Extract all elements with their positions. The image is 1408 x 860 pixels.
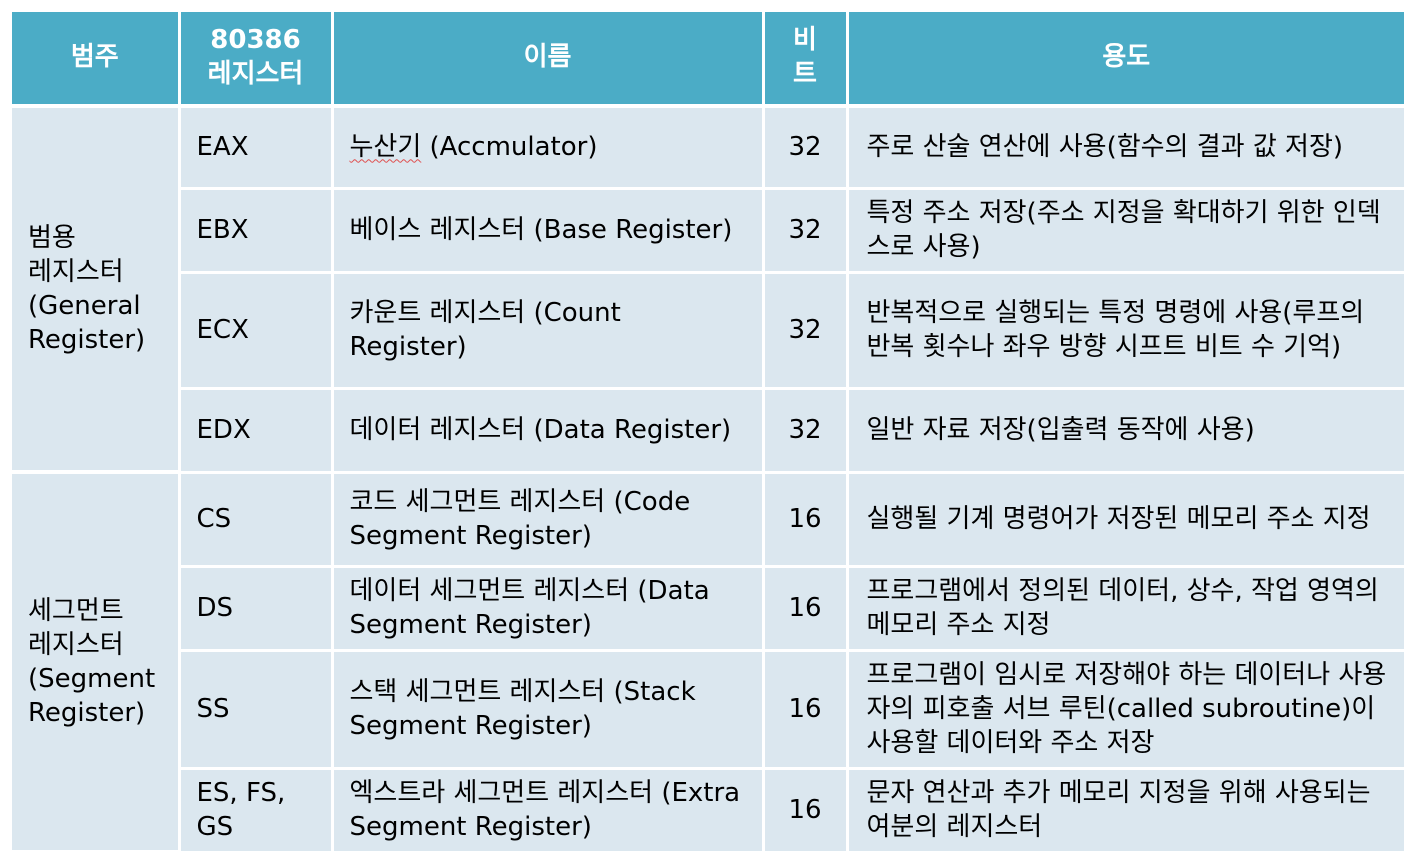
usage-cell: 주로 산술 연산에 사용(함수의 결과 값 저장) — [847, 106, 1404, 190]
name-cell: 코드 세그먼트 레지스터 (Code Segment Register) — [332, 472, 765, 568]
table-body: 범용 레지스터 (General Register) EAX 누산기 (Accm… — [12, 106, 1404, 854]
bits-cell: 16 — [763, 650, 849, 770]
name-cell: 카운트 레지스터 (Count Register) — [332, 272, 765, 390]
bits-cell: 16 — [763, 566, 849, 652]
bits-cell: 32 — [763, 188, 849, 274]
header-register: 80386 레지스터 — [179, 12, 334, 108]
register-cell: ES, FS, GS — [179, 768, 334, 854]
usage-cell: 실행될 기계 명령어가 저장된 메모리 주소 지정 — [847, 472, 1404, 568]
table-row: 범용 레지스터 (General Register) EAX 누산기 (Accm… — [12, 106, 1404, 474]
register-cell: DS — [179, 566, 334, 652]
usage-cell: 문자 연산과 추가 메모리 지정을 위해 사용되는 여분의 레지스터 — [847, 768, 1404, 854]
table-row: 세그먼트 레지스터 (Segment Register) CS 코드 세그먼트 … — [12, 472, 1404, 854]
usage-cell: 반복적으로 실행되는 특정 명령에 사용(루프의 반복 횟수나 좌우 방향 시프… — [847, 272, 1404, 390]
table-row: ES, FS, GS 엑스트라 세그먼트 레지스터 (Extra Segment… — [12, 768, 1404, 854]
bits-cell: 32 — [763, 106, 849, 190]
register-cell: SS — [179, 650, 334, 770]
usage-cell: 프로그램이 임시로 저장해야 하는 데이터나 사용자의 피호출 서브 루틴(ca… — [847, 650, 1404, 770]
name-cell: 스택 세그먼트 레지스터 (Stack Segment Register) — [332, 650, 765, 770]
bits-cell: 16 — [763, 768, 849, 854]
table-row: DS 데이터 세그먼트 레지스터 (Data Segment Register)… — [12, 566, 1404, 652]
header-name: 이름 — [332, 12, 765, 108]
usage-cell: 특정 주소 저장(주소 지정을 확대하기 위한 인덱스로 사용) — [847, 188, 1404, 274]
register-cell: EDX — [179, 388, 334, 474]
bits-cell: 16 — [763, 472, 849, 568]
name-ko: 누산기 — [349, 132, 422, 163]
register-cell: EAX — [179, 106, 334, 190]
register-cell: ECX — [179, 272, 334, 390]
name-cell: 데이터 세그먼트 레지스터 (Data Segment Register) — [332, 566, 765, 652]
bits-cell: 32 — [763, 272, 849, 390]
header-category: 범주 — [12, 12, 181, 108]
register-cell: CS — [179, 472, 334, 568]
table-row: EBX 베이스 레지스터 (Base Register) 32 특정 주소 저장… — [12, 188, 1404, 274]
category-segment: 세그먼트 레지스터 (Segment Register) — [12, 472, 181, 854]
usage-cell: 프로그램에서 정의된 데이터, 상수, 작업 영역의 메모리 주소 지정 — [847, 566, 1404, 652]
register-cell: EBX — [179, 188, 334, 274]
category-general: 범용 레지스터 (General Register) — [12, 106, 181, 474]
table-row: ECX 카운트 레지스터 (Count Register) 32 반복적으로 실… — [12, 272, 1404, 390]
name-cell: 누산기 (Accmulator) — [332, 106, 765, 190]
usage-cell: 일반 자료 저장(입출력 동작에 사용) — [847, 388, 1404, 474]
header-usage: 용도 — [847, 12, 1404, 108]
name-en: (Accmulator) — [421, 132, 598, 163]
name-cell: 데이터 레지스터 (Data Register) — [332, 388, 765, 474]
table-row: SS 스택 세그먼트 레지스터 (Stack Segment Register)… — [12, 650, 1404, 770]
bits-cell: 32 — [763, 388, 849, 474]
name-cell: 엑스트라 세그먼트 레지스터 (Extra Segment Register) — [332, 768, 765, 854]
table-row: EDX 데이터 레지스터 (Data Register) 32 일반 자료 저장… — [12, 388, 1404, 474]
name-cell: 베이스 레지스터 (Base Register) — [332, 188, 765, 274]
